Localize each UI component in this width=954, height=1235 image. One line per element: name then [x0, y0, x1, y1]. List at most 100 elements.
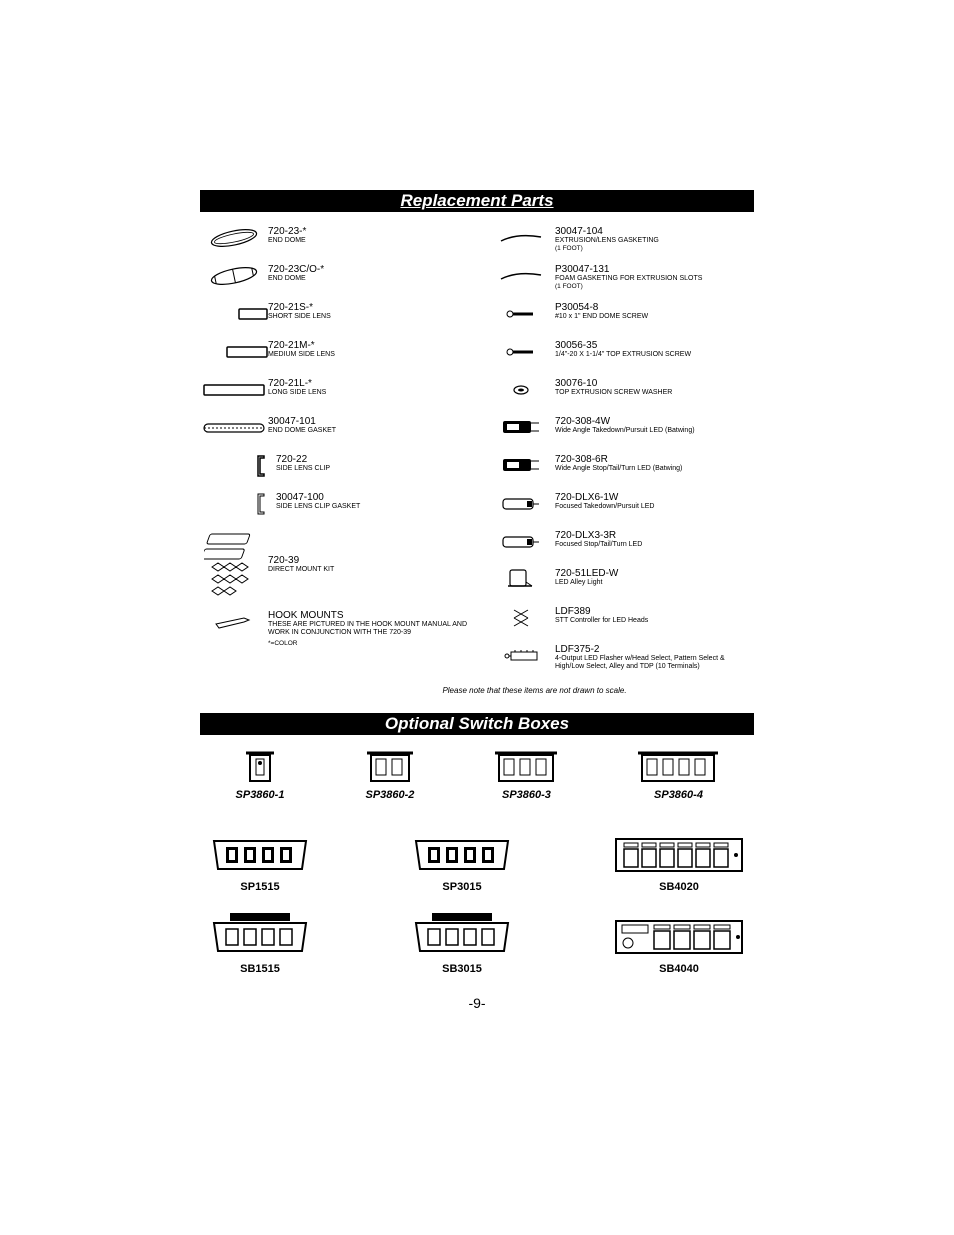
led-focused-icon [501, 535, 541, 549]
switch-label: SP3860-2 [365, 789, 414, 801]
switch-item: SP3860-4 [638, 747, 718, 801]
switch-box-icon [412, 913, 512, 957]
section-header-replacement: Replacement Parts [200, 190, 754, 212]
clip-gasket-icon [254, 492, 268, 516]
part-row: 30047-100SIDE LENS CLIP GASKET [200, 490, 467, 518]
part-desc: SHORT SIDE LENS [268, 313, 467, 321]
led-focused-icon [501, 497, 541, 511]
part-number: 720-23C/O-* [268, 264, 467, 275]
part-number: 30076-10 [555, 378, 754, 389]
controller-icon [510, 608, 532, 628]
switch-item: SP1515 [210, 831, 310, 893]
part-row: 720-DLX3-3RFocused Stop/Tail/Turn LED [487, 528, 754, 556]
screw-icon [506, 348, 536, 356]
gasket-strip-icon [497, 231, 545, 245]
switch-label: SB4020 [614, 881, 744, 893]
part-number: 720-DLX6-1W [555, 492, 754, 503]
page-number: -9- [200, 995, 754, 1011]
end-dome-icon [209, 229, 259, 247]
part-row: 720-51LED-WLED Alley Light [487, 566, 754, 594]
switch-item: SP3860-1 [236, 747, 285, 801]
part-number: 720-DLX3-3R [555, 530, 754, 541]
flasher-icon [503, 650, 539, 662]
part-desc: DIRECT MOUNT KIT [268, 566, 467, 574]
part-number: P30054-8 [555, 302, 754, 313]
part-number: P30047-131 [555, 264, 754, 275]
part-number: 720-21S-* [268, 302, 467, 313]
part-number: 720-308-4W [555, 416, 754, 427]
part-number: 720-21M-* [268, 340, 467, 351]
switch-item: SB4020 [614, 831, 744, 893]
parts-right-column: 30047-104EXTRUSION/LENS GASKETING (1 FOOT… [487, 224, 754, 680]
part-number: 720-21L-* [268, 378, 467, 389]
clip-icon [254, 454, 268, 478]
switch-row-mid: SP1515 SP3015 SB4020 [200, 831, 754, 893]
section-title: Optional Switch Boxes [385, 714, 569, 734]
part-desc: Wide Angle Stop/Tail/Turn LED (Batwing) [555, 465, 754, 473]
switch-label: SB3015 [412, 963, 512, 975]
part-desc: EXTRUSION/LENS GASKETING [555, 237, 754, 245]
section-header-optional: Optional Switch Boxes [200, 713, 754, 735]
switch-item: SB1515 [210, 913, 310, 975]
part-row: 30056-351/4"-20 X 1-1/4" TOP EXTRUSION S… [487, 338, 754, 366]
part-number: 720-51LED-W [555, 568, 754, 579]
part-row: 720-21L-*LONG SIDE LENS [200, 376, 467, 404]
long-lens-icon [203, 384, 265, 396]
part-row: P30047-131FOAM GASKETING FOR EXTRUSION S… [487, 262, 754, 290]
switch-box-icon [614, 917, 744, 957]
part-desc: FOAM GASKETING FOR EXTRUSION SLOTS [555, 275, 754, 283]
switch-item: SP3015 [412, 831, 512, 893]
part-desc: END DOME [268, 237, 467, 245]
part-desc: Focused Takedown/Pursuit LED [555, 503, 754, 511]
switch-row-top: SP3860-1 SP3860-2 SP3860-3 SP3860-4 [200, 747, 754, 801]
section-title: Replacement Parts [400, 191, 553, 211]
part-row: 720-308-6RWide Angle Stop/Tail/Turn LED … [487, 452, 754, 480]
scale-note: Please note that these items are not dra… [315, 686, 754, 695]
part-number: 30047-104 [555, 226, 754, 237]
alley-light-icon [506, 568, 536, 592]
part-row: 720-22SIDE LENS CLIP [200, 452, 467, 480]
led-batwing-icon [501, 419, 541, 437]
part-row: HOOK MOUNTSTHESE ARE PICTURED IN THE HOO… [200, 608, 467, 648]
switch-box-icon [210, 913, 310, 957]
part-number: LDF389 [555, 606, 754, 617]
toggle-box-icon [495, 749, 557, 783]
switch-label: SB1515 [210, 963, 310, 975]
part-row: 720-23-*END DOME [200, 224, 467, 252]
switch-box-icon [210, 835, 310, 875]
part-sub: (1 FOOT) [555, 283, 754, 290]
part-desc: LED Alley Light [555, 579, 754, 587]
switch-item: SB3015 [412, 913, 512, 975]
part-row: LDF375-24-Output LED Flasher w/Head Sele… [487, 642, 754, 670]
part-desc: TOP EXTRUSION SCREW WASHER [555, 389, 754, 397]
part-number: 30047-101 [268, 416, 467, 427]
hook-mount-icon [214, 614, 254, 630]
mount-kit-icon [204, 529, 264, 597]
part-desc: END DOME [268, 275, 467, 283]
gasket-icon [203, 421, 265, 435]
toggle-box-icon [367, 749, 413, 783]
part-number: 720-39 [268, 555, 467, 566]
switch-item: SP3860-3 [495, 747, 557, 801]
toggle-box-icon [638, 749, 718, 783]
medium-lens-icon [226, 346, 268, 358]
part-row: 30047-101END DOME GASKET [200, 414, 467, 442]
part-row: 720-21S-*SHORT SIDE LENS [200, 300, 467, 328]
parts-left-column: 720-23-*END DOME 720-23C/O-*END DOME 720… [200, 224, 467, 680]
part-sub: *=COLOR [268, 640, 467, 647]
part-number: LDF375-2 [555, 644, 754, 655]
switch-item: SP3860-2 [365, 747, 414, 801]
part-number: 720-308-6R [555, 454, 754, 465]
part-desc: Focused Stop/Tail/Turn LED [555, 541, 754, 549]
screw-icon [506, 310, 536, 318]
switch-label: SP3015 [412, 881, 512, 893]
part-number: 30056-35 [555, 340, 754, 351]
part-number: HOOK MOUNTS [268, 610, 467, 621]
switch-box-icon [614, 835, 744, 875]
part-row: 30047-104EXTRUSION/LENS GASKETING(1 FOOT… [487, 224, 754, 252]
part-desc: #10 x 1" END DOME SCREW [555, 313, 754, 321]
part-row: 720-21M-*MEDIUM SIDE LENS [200, 338, 467, 366]
foam-gasket-icon [497, 269, 545, 283]
part-row: 30076-10TOP EXTRUSION SCREW WASHER [487, 376, 754, 404]
part-row: P30054-8#10 x 1" END DOME SCREW [487, 300, 754, 328]
